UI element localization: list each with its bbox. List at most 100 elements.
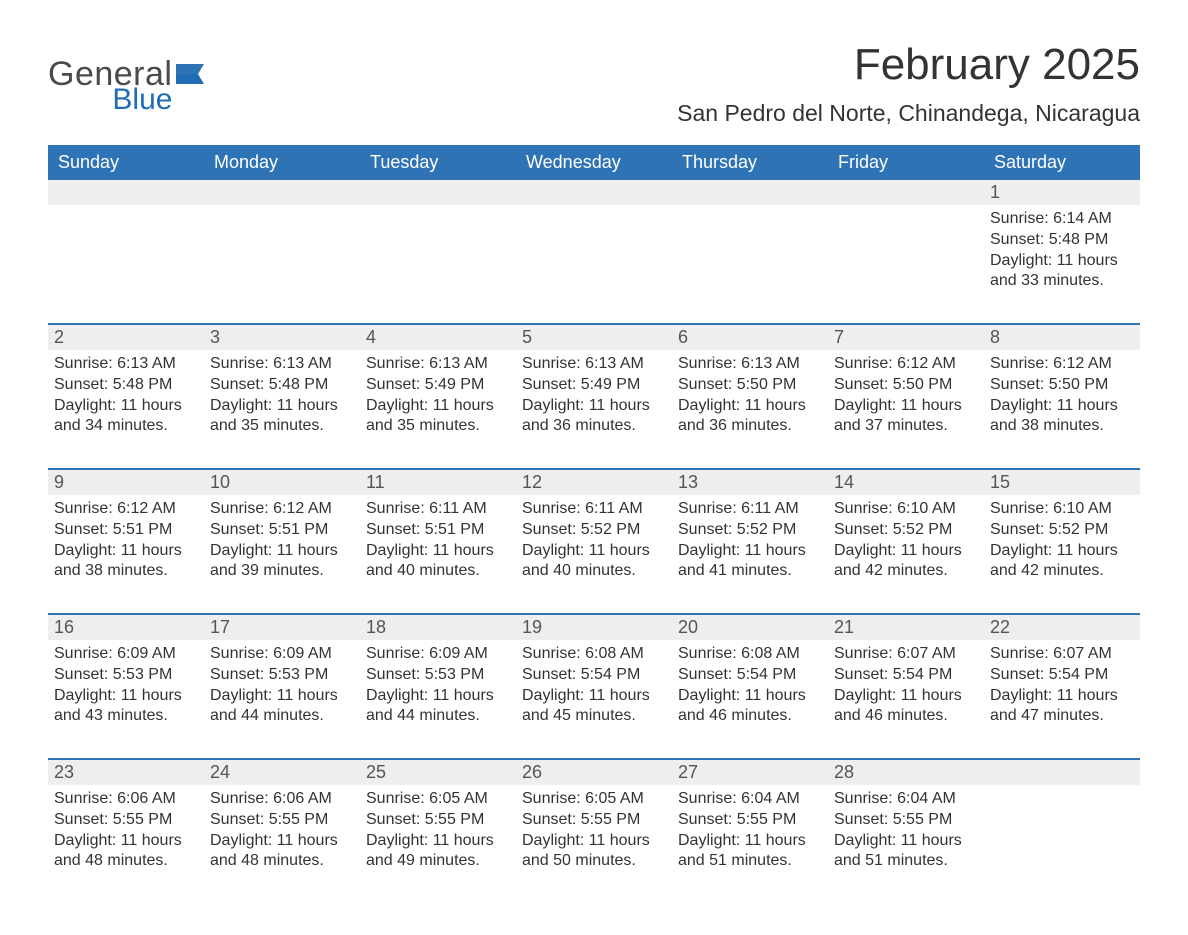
- sunrise-line: Sunrise: 6:14 AM: [990, 209, 1134, 230]
- day-number: 7: [828, 325, 984, 350]
- day-data: Sunrise: 6:13 AMSunset: 5:50 PMDaylight:…: [672, 350, 828, 450]
- dow-cell: Friday: [828, 145, 984, 180]
- day-number: 18: [360, 615, 516, 640]
- sunset-line: Sunset: 5:54 PM: [678, 665, 822, 686]
- daylight-line: Daylight: 11 hours and 44 minutes.: [210, 686, 354, 728]
- sunrise-line: Sunrise: 6:04 AM: [834, 789, 978, 810]
- sunrise-line: Sunrise: 6:12 AM: [54, 499, 198, 520]
- sunrise-line: Sunrise: 6:12 AM: [210, 499, 354, 520]
- day-data: Sunrise: 6:08 AMSunset: 5:54 PMDaylight:…: [672, 640, 828, 740]
- sunset-line: Sunset: 5:53 PM: [366, 665, 510, 686]
- sunrise-line: Sunrise: 6:07 AM: [834, 644, 978, 665]
- sunrise-line: Sunrise: 6:12 AM: [990, 354, 1134, 375]
- daynum-row: 9101112131415: [48, 470, 1140, 495]
- day-number: [204, 180, 360, 205]
- daylight-line: Daylight: 11 hours and 49 minutes.: [366, 831, 510, 873]
- day-number: 9: [48, 470, 204, 495]
- sunset-line: Sunset: 5:51 PM: [54, 520, 198, 541]
- sunrise-line: Sunrise: 6:05 AM: [366, 789, 510, 810]
- dow-cell: Tuesday: [360, 145, 516, 180]
- sunset-line: Sunset: 5:52 PM: [678, 520, 822, 541]
- flag-icon: [176, 64, 204, 84]
- day-data: [48, 205, 204, 305]
- sunrise-line: Sunrise: 6:05 AM: [522, 789, 666, 810]
- day-data: Sunrise: 6:14 AMSunset: 5:48 PMDaylight:…: [984, 205, 1140, 305]
- daylight-line: Daylight: 11 hours and 37 minutes.: [834, 396, 978, 438]
- sunrise-line: Sunrise: 6:13 AM: [366, 354, 510, 375]
- sunset-line: Sunset: 5:51 PM: [210, 520, 354, 541]
- daylight-line: Daylight: 11 hours and 35 minutes.: [366, 396, 510, 438]
- sunset-line: Sunset: 5:55 PM: [834, 810, 978, 831]
- day-data: Sunrise: 6:08 AMSunset: 5:54 PMDaylight:…: [516, 640, 672, 740]
- day-number: 2: [48, 325, 204, 350]
- sunrise-line: Sunrise: 6:04 AM: [678, 789, 822, 810]
- day-number: 10: [204, 470, 360, 495]
- day-number: 13: [672, 470, 828, 495]
- daylight-line: Daylight: 11 hours and 50 minutes.: [522, 831, 666, 873]
- day-number: 19: [516, 615, 672, 640]
- daylight-line: Daylight: 11 hours and 34 minutes.: [54, 396, 198, 438]
- day-number: 15: [984, 470, 1140, 495]
- daylight-line: Daylight: 11 hours and 43 minutes.: [54, 686, 198, 728]
- day-data: [360, 205, 516, 305]
- sunset-line: Sunset: 5:54 PM: [522, 665, 666, 686]
- day-data: Sunrise: 6:11 AMSunset: 5:52 PMDaylight:…: [516, 495, 672, 595]
- sunrise-line: Sunrise: 6:11 AM: [522, 499, 666, 520]
- daylight-line: Daylight: 11 hours and 40 minutes.: [522, 541, 666, 583]
- day-number: 4: [360, 325, 516, 350]
- sunset-line: Sunset: 5:50 PM: [990, 375, 1134, 396]
- sunrise-line: Sunrise: 6:13 AM: [678, 354, 822, 375]
- sunset-line: Sunset: 5:51 PM: [366, 520, 510, 541]
- day-number: 28: [828, 760, 984, 785]
- daynum-row: 2345678: [48, 325, 1140, 350]
- week-row: 1Sunrise: 6:14 AMSunset: 5:48 PMDaylight…: [48, 180, 1140, 305]
- day-data: Sunrise: 6:11 AMSunset: 5:52 PMDaylight:…: [672, 495, 828, 595]
- calendar: SundayMondayTuesdayWednesdayThursdayFrid…: [48, 145, 1140, 885]
- sunrise-line: Sunrise: 6:11 AM: [366, 499, 510, 520]
- day-number: [828, 180, 984, 205]
- daylight-line: Daylight: 11 hours and 42 minutes.: [834, 541, 978, 583]
- sunrise-line: Sunrise: 6:08 AM: [678, 644, 822, 665]
- dow-cell: Wednesday: [516, 145, 672, 180]
- sunrise-line: Sunrise: 6:09 AM: [210, 644, 354, 665]
- day-data: Sunrise: 6:07 AMSunset: 5:54 PMDaylight:…: [828, 640, 984, 740]
- day-number: [672, 180, 828, 205]
- day-number: 22: [984, 615, 1140, 640]
- dow-cell: Saturday: [984, 145, 1140, 180]
- dow-cell: Sunday: [48, 145, 204, 180]
- day-number: 6: [672, 325, 828, 350]
- logo: General Blue: [48, 58, 204, 115]
- day-data: [828, 205, 984, 305]
- day-number: 23: [48, 760, 204, 785]
- day-data: Sunrise: 6:12 AMSunset: 5:50 PMDaylight:…: [828, 350, 984, 450]
- daylight-line: Daylight: 11 hours and 39 minutes.: [210, 541, 354, 583]
- day-number: 26: [516, 760, 672, 785]
- sunrise-line: Sunrise: 6:09 AM: [366, 644, 510, 665]
- day-data: Sunrise: 6:06 AMSunset: 5:55 PMDaylight:…: [204, 785, 360, 885]
- day-number: 14: [828, 470, 984, 495]
- weeks-container: 1Sunrise: 6:14 AMSunset: 5:48 PMDaylight…: [48, 180, 1140, 885]
- day-data: [672, 205, 828, 305]
- week-row: 2345678Sunrise: 6:13 AMSunset: 5:48 PMDa…: [48, 323, 1140, 450]
- day-number: 1: [984, 180, 1140, 205]
- daylight-line: Daylight: 11 hours and 35 minutes.: [210, 396, 354, 438]
- daylight-line: Daylight: 11 hours and 47 minutes.: [990, 686, 1134, 728]
- sunrise-line: Sunrise: 6:12 AM: [834, 354, 978, 375]
- week-row: 16171819202122Sunrise: 6:09 AMSunset: 5:…: [48, 613, 1140, 740]
- day-number: [516, 180, 672, 205]
- sunset-line: Sunset: 5:55 PM: [54, 810, 198, 831]
- sunset-line: Sunset: 5:53 PM: [210, 665, 354, 686]
- day-number: 25: [360, 760, 516, 785]
- sunset-line: Sunset: 5:55 PM: [678, 810, 822, 831]
- sunrise-line: Sunrise: 6:11 AM: [678, 499, 822, 520]
- day-data: Sunrise: 6:13 AMSunset: 5:49 PMDaylight:…: [360, 350, 516, 450]
- sunset-line: Sunset: 5:54 PM: [834, 665, 978, 686]
- day-number: 3: [204, 325, 360, 350]
- day-of-week-header: SundayMondayTuesdayWednesdayThursdayFrid…: [48, 145, 1140, 180]
- sunset-line: Sunset: 5:55 PM: [366, 810, 510, 831]
- day-number: [360, 180, 516, 205]
- sunrise-line: Sunrise: 6:13 AM: [210, 354, 354, 375]
- daylight-line: Daylight: 11 hours and 42 minutes.: [990, 541, 1134, 583]
- day-number: 27: [672, 760, 828, 785]
- daylight-line: Daylight: 11 hours and 46 minutes.: [678, 686, 822, 728]
